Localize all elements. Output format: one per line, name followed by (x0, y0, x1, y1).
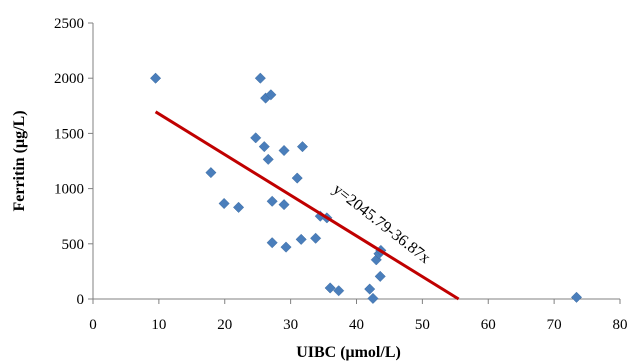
data-point (364, 283, 376, 295)
data-point (278, 144, 290, 157)
y-tick-label: 500 (62, 237, 85, 253)
x-tick-label: 70 (547, 317, 562, 333)
data-point (367, 292, 379, 305)
data-point (218, 197, 230, 210)
data-point (570, 291, 583, 303)
data-point (333, 285, 345, 297)
data-point (262, 153, 274, 165)
data-point (258, 141, 270, 153)
data-point (295, 233, 307, 245)
x-axis-ticks: 0 10 20 30 40 50 60 70 80 (89, 299, 628, 333)
trendline (154, 110, 460, 301)
data-point (265, 89, 277, 101)
data-point (266, 237, 278, 249)
data-point (296, 141, 309, 153)
data-point (291, 172, 303, 184)
data-point (280, 241, 292, 253)
data-point (250, 132, 262, 144)
y-tick-label: 1500 (54, 126, 84, 142)
x-tick-label: 0 (89, 317, 97, 333)
data-point (150, 72, 162, 84)
x-tick-label: 40 (349, 317, 364, 333)
data-point (310, 232, 322, 244)
x-tick-label: 50 (415, 317, 430, 333)
x-tick-label: 20 (217, 317, 232, 333)
y-tick-label: 1000 (54, 182, 84, 198)
y-tick-label: 2500 (54, 16, 84, 32)
y-tick-label: 0 (77, 292, 85, 308)
y-axis-title: Ferritin (μg/L) (11, 110, 28, 211)
data-point (374, 270, 386, 282)
x-tick-label: 30 (283, 317, 298, 333)
data-point (205, 167, 217, 179)
data-points (150, 72, 583, 305)
data-point (324, 282, 336, 294)
x-axis-title: UIBC (μmol/L) (296, 344, 401, 361)
data-point (278, 199, 290, 211)
data-point (266, 195, 278, 207)
data-point (233, 201, 245, 213)
y-tick-label: 2000 (54, 71, 84, 87)
x-tick-label: 10 (151, 317, 166, 333)
data-point (254, 72, 266, 84)
x-tick-label: 80 (613, 317, 628, 333)
y-axis-ticks: 0 500 1000 1500 2000 2500 (54, 16, 93, 308)
x-tick-label: 60 (481, 317, 496, 333)
